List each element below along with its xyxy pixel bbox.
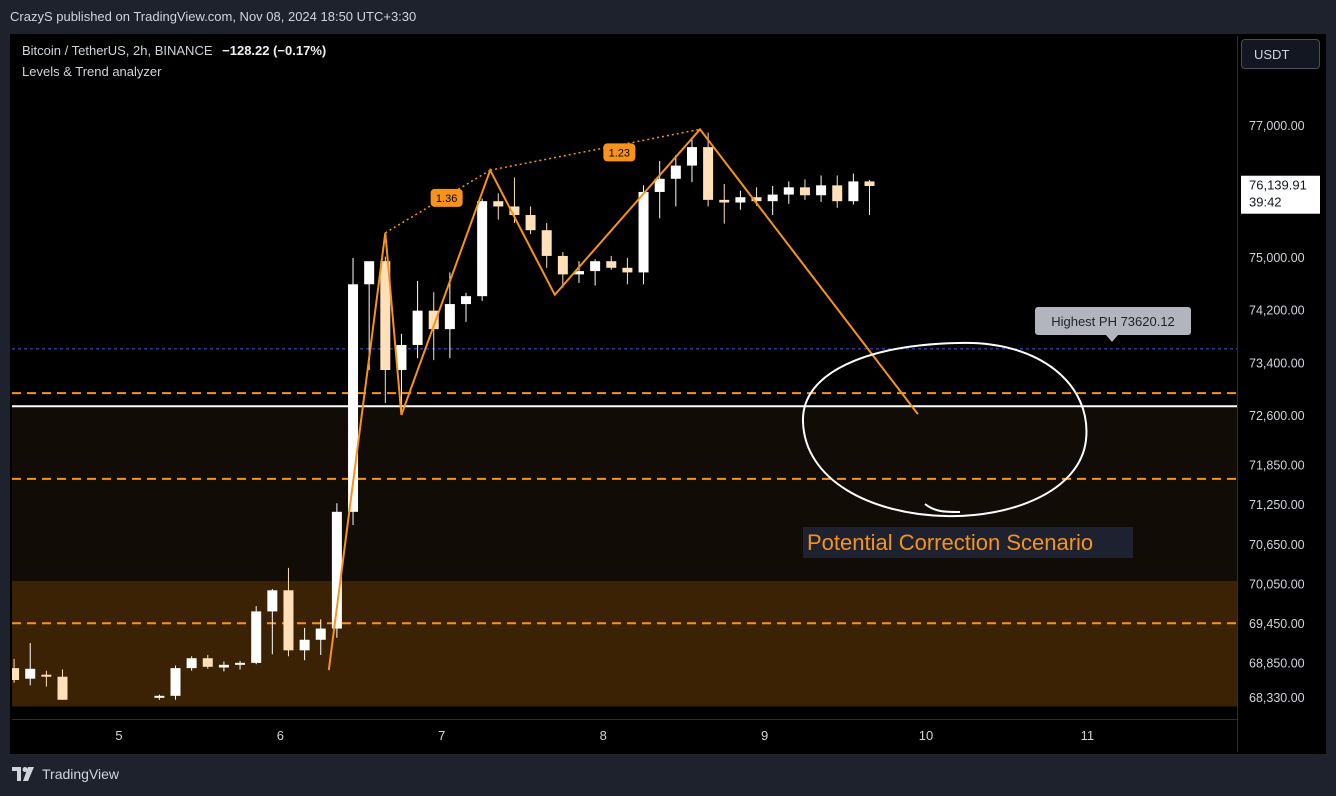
ellipse-stroke-tail: [924, 503, 961, 513]
x-axis-tick: 8: [600, 728, 607, 743]
candle-body: [703, 147, 714, 200]
candle-body: [364, 261, 375, 285]
last-price-tag: [1241, 175, 1320, 214]
candle-body: [412, 310, 423, 345]
countdown-value: 39:42: [1249, 195, 1282, 210]
y-axis-tick: 74,200.00: [1249, 304, 1305, 318]
ratio-label: 1.23: [609, 147, 630, 159]
candle-body: [848, 181, 859, 202]
candle-body: [573, 271, 584, 275]
candle-body: [315, 628, 326, 640]
candle-body: [251, 611, 262, 663]
candle-body: [0, 669, 3, 678]
candle-body: [816, 185, 827, 196]
candle-body: [444, 304, 455, 330]
x-axis-tick: 10: [919, 728, 933, 743]
last-price-value: 76,139.91: [1249, 178, 1307, 193]
candle-body: [686, 147, 697, 166]
highest-ph-label: Highest PH 73620.12: [1051, 314, 1175, 329]
chart-legend: Bitcoin / TetherUS, 2h, BINANCE −128.22 …: [22, 43, 332, 79]
y-axis-tick: 68,330.00: [1249, 691, 1305, 705]
ratio-label-box: [603, 143, 636, 162]
symbol-title[interactable]: Bitcoin / TetherUS, 2h, BINANCE: [22, 43, 213, 58]
ratio-label-box: [430, 188, 463, 207]
candle-body: [348, 284, 359, 512]
correction-annotation: Potential Correction Scenario: [807, 530, 1093, 555]
candle-body: [154, 695, 165, 698]
x-axis-tick: 7: [438, 728, 445, 743]
candle-body: [170, 668, 181, 696]
candle-body: [202, 658, 213, 667]
candle-body: [428, 310, 439, 330]
published-text: CrazyS published on TradingView.com, Nov…: [10, 9, 417, 24]
candle-body: [541, 230, 552, 256]
candle-body: [299, 639, 310, 651]
correction-ellipse: [801, 341, 1088, 518]
candle-body: [477, 201, 488, 297]
tradingview-logo-text: TradingView: [42, 766, 120, 782]
candle-body: [57, 676, 68, 700]
support-zone-brown: [12, 581, 1237, 707]
highest-ph-label-pointer: [1106, 335, 1118, 342]
indicator-title[interactable]: Levels & Trend analyzer: [22, 64, 162, 79]
top-bar: CrazyS published on TradingView.com, Nov…: [0, 0, 1336, 34]
y-axis-tick: 69,450.00: [1249, 617, 1305, 631]
candle-body: [218, 664, 229, 668]
y-axis-tick: 71,250.00: [1249, 498, 1305, 512]
candle-body: [719, 199, 730, 203]
y-axis-tick: 70,050.00: [1249, 577, 1305, 591]
candle-body: [235, 662, 246, 665]
candle-body: [12, 668, 20, 680]
candle-body: [525, 215, 536, 231]
candle-body: [654, 178, 665, 192]
y-axis-tick: 73,400.00: [1249, 356, 1305, 370]
candle-body: [799, 187, 810, 196]
candle-body: [767, 194, 778, 202]
y-axis-tick: 71,850.00: [1249, 459, 1305, 473]
candle-body: [396, 344, 407, 371]
candle-body: [670, 165, 681, 179]
candle-body: [622, 267, 633, 273]
price-change: −128.22 (−0.17%): [222, 43, 327, 58]
candle-body: [509, 206, 520, 216]
candle-body: [783, 187, 794, 195]
candle-body: [606, 261, 617, 268]
y-axis-tick: 72,600.00: [1249, 409, 1305, 423]
candle-body: [751, 197, 762, 202]
y-axis-tick: 77,000.00: [1249, 119, 1305, 133]
candle-body: [557, 255, 568, 275]
candle-body: [331, 511, 342, 629]
footer: [0, 754, 1336, 796]
x-axis-tick: 9: [761, 728, 768, 743]
candle-body: [25, 668, 36, 679]
candle-body: [590, 261, 601, 272]
candle-body: [283, 590, 294, 651]
y-axis-tick: 70,650.00: [1249, 538, 1305, 552]
annotation-background: [803, 527, 1133, 558]
candle-body: [461, 296, 472, 305]
candle-body: [41, 674, 52, 677]
x-axis-tick: 5: [115, 728, 122, 743]
x-axis-tick: 11: [1081, 728, 1095, 743]
candle-body: [380, 261, 391, 371]
highest-ph-label-box: [1035, 307, 1191, 335]
candle-body: [493, 201, 504, 207]
tradingview-logo-icon: [12, 767, 34, 781]
candle-body: [832, 185, 843, 202]
swing-connector-2: [490, 128, 701, 171]
candle-body: [267, 590, 278, 612]
candle-body: [735, 197, 746, 203]
tradingview-logo[interactable]: TradingView: [12, 766, 119, 782]
candle-body: [186, 658, 197, 669]
x-axis-tick: 6: [277, 728, 284, 743]
y-axis-tick: 68,850.00: [1249, 657, 1305, 671]
candle-body: [638, 191, 649, 273]
ratio-label: 1.36: [436, 193, 457, 205]
y-axis-tick: 75,000.00: [1249, 251, 1305, 265]
currency-button[interactable]: USDT: [1241, 39, 1320, 69]
candle-body: [864, 181, 875, 187]
